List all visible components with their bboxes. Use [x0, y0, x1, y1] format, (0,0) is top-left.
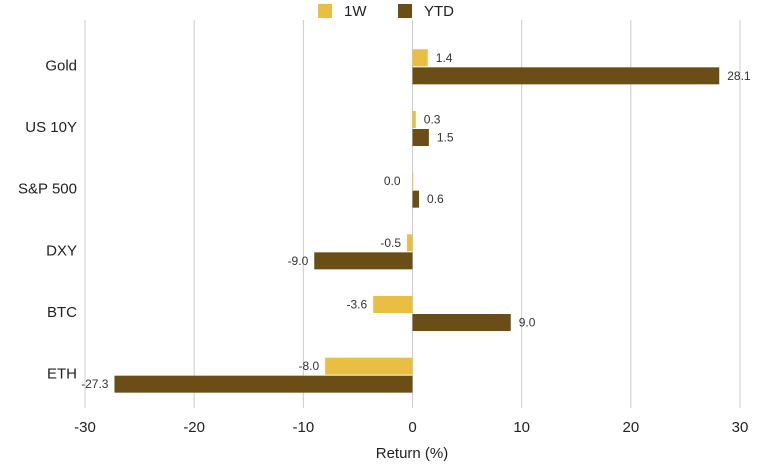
legend-label-ytd: YTD — [424, 3, 454, 20]
value-label-1w-dxy: -0.5 — [380, 236, 401, 250]
category-label-us-10y: US 10Y — [25, 119, 77, 136]
bar-1w-us-10y — [412, 111, 416, 128]
x-tick-label-30: 30 — [732, 419, 749, 436]
category-label-eth: ETH — [47, 366, 77, 383]
bars — [114, 49, 720, 393]
x-tick-label-20: -20 — [183, 419, 205, 436]
value-label-ytd-gold: 28.1 — [727, 69, 751, 83]
value-labels: 1.4 28.1 0.3 1.5 0.0 0.6 -0.5 -9.0 -3.6 9.0 -8.0 -2… — [81, 51, 751, 391]
bar-ytd-dxy — [314, 252, 413, 270]
value-label-ytd-us-10y: 1.5 — [437, 131, 454, 145]
bar-ytd-btc — [412, 314, 511, 331]
value-label-1w-sandp-500: 0.0 — [384, 174, 401, 188]
category-label-dxy: DXY — [46, 242, 77, 259]
category-label-gold: Gold — [45, 57, 77, 74]
value-label-ytd-dxy: -9.0 — [288, 254, 309, 268]
value-label-ytd-btc: 9.0 — [519, 316, 536, 330]
bar-1w-eth — [325, 357, 413, 375]
bar-ytd-sandp-500 — [412, 190, 420, 208]
legend-swatch-ytd — [398, 4, 412, 18]
bar-ytd-us-10y — [412, 129, 429, 146]
x-tick-label-30: -30 — [74, 419, 96, 436]
value-label-1w-btc: -3.6 — [347, 298, 368, 312]
bar-ytd-gold — [412, 67, 720, 85]
x-tick-label-10: -10 — [292, 419, 314, 436]
bar-1w-dxy — [407, 234, 413, 252]
bar-1w-btc — [373, 296, 413, 313]
value-label-1w-us-10y: 0.3 — [424, 113, 441, 127]
value-label-1w-eth: -8.0 — [298, 359, 319, 373]
legend-swatch-1w — [318, 4, 332, 18]
x-tick-labels: -30 -20 -10 0 10 20 30 — [74, 419, 748, 436]
value-label-ytd-sandp-500: 0.6 — [427, 192, 444, 206]
value-label-1w-gold: 1.4 — [436, 51, 453, 65]
bar-ytd-eth — [114, 375, 413, 393]
legend-label-1w: 1W — [344, 3, 367, 20]
category-label-btc: BTC — [47, 304, 77, 321]
bar-1w-sandp-500 — [412, 172, 414, 190]
x-tick-label-20: 20 — [622, 419, 639, 436]
value-label-ytd-eth: -27.3 — [81, 377, 109, 391]
category-label-sandp-500: S&P 500 — [18, 181, 77, 198]
x-tick-label-10: 10 — [513, 419, 530, 436]
x-axis-title: Return (%) — [376, 445, 449, 462]
gridlines — [84, 20, 741, 408]
category-labels: Gold US 10Y S&P 500 DXY BTC ETH — [18, 57, 77, 382]
bar-1w-gold — [412, 49, 428, 67]
legend: 1W YTD — [318, 3, 454, 20]
x-tick-label-0: 0 — [408, 419, 416, 436]
